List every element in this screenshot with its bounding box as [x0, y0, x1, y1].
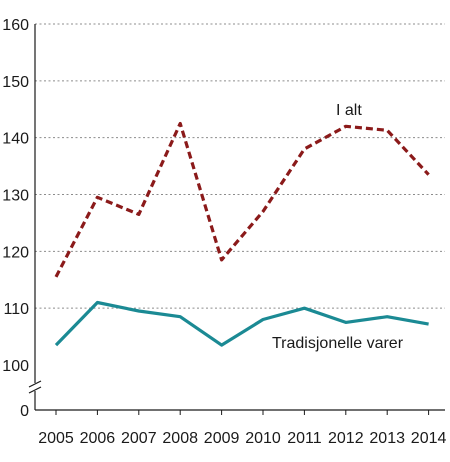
- x-tick-label-2005: 2005: [38, 430, 74, 447]
- y-tick-label-150: 150: [2, 74, 29, 91]
- series-line-tradisjonelle-varer: [54, 300, 429, 347]
- y-tick-label-130: 130: [2, 188, 29, 205]
- x-tick-label-2006: 2006: [80, 430, 116, 447]
- y-tick-label-160: 160: [2, 17, 29, 34]
- series-label-tradisjonelle-varer: Tradisjonelle varer: [272, 335, 404, 352]
- x-tick-label-2012: 2012: [328, 430, 364, 447]
- axis-break-mark-2: [28, 386, 42, 394]
- series-line-i-alt: [54, 121, 430, 278]
- x-tick-label-2009: 2009: [204, 430, 240, 447]
- x-tick-label-2008: 2008: [162, 430, 198, 447]
- x-tick-label-2014: 2014: [411, 430, 447, 447]
- series-label-i-alt: I alt: [336, 102, 362, 119]
- y-tick-label-0: 0: [20, 403, 29, 420]
- x-tick-label-2010: 2010: [245, 430, 281, 447]
- axis-break-mark-1: [28, 380, 42, 388]
- y-tick-label-100: 100: [2, 358, 29, 375]
- y-tick-label-110: 110: [3, 301, 29, 318]
- x-tick-label-2011: 2011: [287, 430, 322, 447]
- x-tick-label-2007: 2007: [121, 430, 157, 447]
- axes: [28, 24, 445, 415]
- labels: 0 100 110 120 130 140 150 160 2005 2006 2007 2008 20…: [2, 17, 446, 447]
- gridlines: [35, 23, 445, 309]
- y-tick-label-140: 140: [2, 131, 29, 148]
- x-tick-label-2013: 2013: [369, 430, 405, 447]
- y-tick-label-120: 120: [2, 244, 29, 261]
- series-lines: [54, 121, 430, 347]
